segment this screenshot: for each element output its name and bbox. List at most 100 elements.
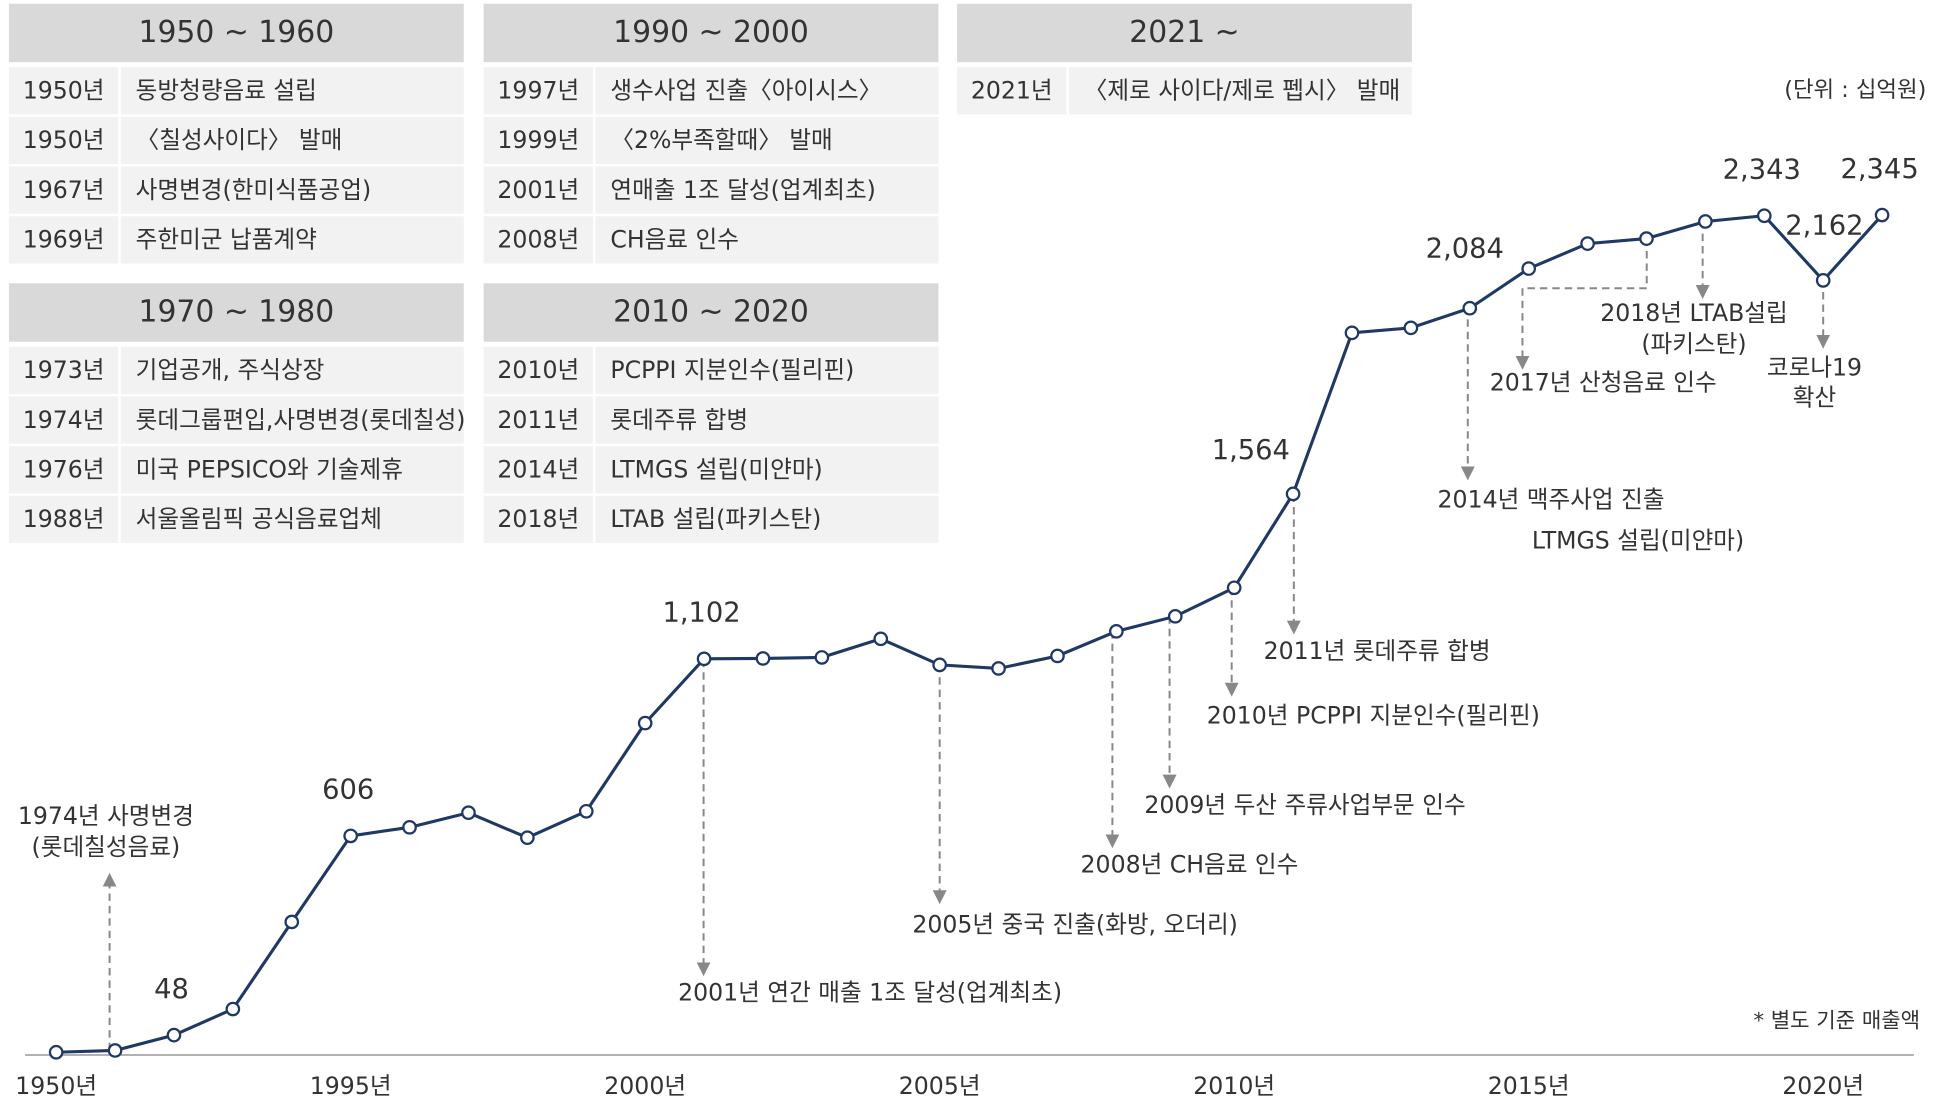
event-cell bbox=[595, 166, 939, 214]
table-title: 1970 ~ 1980 bbox=[139, 295, 335, 330]
value-label: 2,162 bbox=[1785, 210, 1863, 241]
point bbox=[343, 828, 359, 844]
event-cell bbox=[595, 495, 939, 544]
event-cell bbox=[595, 116, 939, 165]
event-cell bbox=[595, 446, 939, 494]
point bbox=[637, 715, 653, 731]
year: 2018년 bbox=[497, 505, 579, 533]
x-tick-label: 2020년 bbox=[1782, 1072, 1864, 1096]
point bbox=[402, 820, 417, 835]
table-header bbox=[8, 3, 464, 63]
year: 2011년 bbox=[497, 406, 579, 434]
annotation: 1974년 사명변경 bbox=[18, 802, 194, 830]
event-cell bbox=[1068, 67, 1412, 115]
year-cell bbox=[8, 116, 119, 165]
event: 〈칠성사이다〉 발매 bbox=[136, 126, 343, 154]
event-cell bbox=[595, 216, 939, 264]
event-cell bbox=[120, 67, 464, 115]
event: LTAB 설립(파키스탄) bbox=[610, 505, 821, 533]
table-header bbox=[483, 3, 939, 63]
annotation: (파키스탄) bbox=[1641, 330, 1746, 358]
event-cell bbox=[120, 495, 464, 544]
year: 2008년 bbox=[497, 226, 579, 254]
point bbox=[284, 914, 300, 930]
event: CH음료 인수 bbox=[610, 226, 739, 254]
event: PCPPI 지분인수(필리핀) bbox=[610, 356, 854, 384]
event: 동방청량음료 설립 bbox=[136, 76, 317, 104]
year: 1950년 bbox=[23, 76, 105, 104]
point bbox=[578, 803, 594, 819]
annotation: 2005년 중국 진출(화방, 오더리) bbox=[912, 910, 1238, 938]
event-cell bbox=[595, 346, 939, 394]
point bbox=[1109, 624, 1124, 639]
point bbox=[1580, 236, 1595, 251]
event-cell bbox=[595, 396, 939, 444]
point bbox=[1226, 580, 1242, 596]
x-tick-label: 2015년 bbox=[1488, 1072, 1570, 1096]
point bbox=[873, 631, 889, 647]
year: 1997년 bbox=[497, 76, 579, 104]
year-cell bbox=[483, 67, 593, 115]
point bbox=[520, 830, 535, 846]
year: 1976년 bbox=[23, 455, 105, 483]
x-tick-label: 1950년 bbox=[15, 1072, 97, 1096]
event: 생수사업 진출〈아이시스〉 bbox=[610, 76, 882, 104]
event: 사명변경(한미식품공업) bbox=[136, 176, 371, 204]
year: 1974년 bbox=[23, 406, 105, 434]
point bbox=[107, 1043, 123, 1058]
annotation: 확산 bbox=[1793, 383, 1836, 411]
point bbox=[932, 657, 948, 673]
point bbox=[755, 651, 771, 666]
annotation: (롯데칠성음료) bbox=[32, 833, 181, 861]
year: 2001년 bbox=[497, 176, 579, 204]
point bbox=[1698, 214, 1713, 229]
event-cell bbox=[595, 67, 939, 115]
point bbox=[1344, 325, 1360, 341]
year: 1950년 bbox=[23, 126, 105, 154]
point bbox=[1167, 609, 1183, 624]
annotation: 2010년 PCPPI 지분인수(필리핀) bbox=[1207, 701, 1540, 729]
table-title: 2010 ~ 2020 bbox=[613, 295, 809, 330]
year-cell bbox=[957, 67, 1067, 115]
event: 서울올림픽 공식음료업체 bbox=[136, 505, 382, 533]
annotation: 코로나19 bbox=[1767, 354, 1862, 382]
annotation: 2001년 연간 매출 1조 달성(업계최초) bbox=[678, 979, 1062, 1007]
annotation: 2011년 롯데주류 합병 bbox=[1264, 637, 1491, 665]
event: 기업공개, 주식상장 bbox=[136, 356, 325, 384]
annotation: 2014년 맥주사업 진출 bbox=[1438, 485, 1665, 513]
point bbox=[1756, 208, 1772, 224]
event-cell bbox=[120, 216, 464, 264]
point bbox=[461, 805, 476, 821]
event-cell bbox=[120, 396, 464, 444]
year: 1973년 bbox=[23, 356, 105, 384]
year-cell bbox=[483, 446, 593, 494]
year: 1999년 bbox=[497, 126, 579, 154]
x-tick-label: 1995년 bbox=[310, 1072, 392, 1096]
point bbox=[1050, 648, 1065, 664]
event-cell bbox=[120, 116, 464, 165]
year-cell bbox=[8, 67, 119, 115]
event-cell bbox=[120, 346, 464, 394]
year-cell bbox=[483, 495, 593, 544]
event-cell bbox=[120, 446, 464, 494]
year-cell bbox=[8, 216, 119, 264]
line bbox=[56, 214, 1884, 1054]
year-cell bbox=[483, 396, 593, 444]
value-label: 1,102 bbox=[662, 598, 740, 629]
unit-note: (단위 : 십억원) bbox=[1784, 77, 1926, 103]
annotation: 2008년 CH음료 인수 bbox=[1081, 851, 1299, 879]
table-title: 1990 ~ 2000 bbox=[613, 15, 809, 50]
year: 1967년 bbox=[23, 176, 105, 204]
year-cell bbox=[8, 396, 119, 444]
value-label: 1,564 bbox=[1212, 435, 1290, 466]
event: 〈2%부족할때〉 발매 bbox=[610, 126, 832, 154]
value-label: 2,084 bbox=[1426, 233, 1504, 264]
point bbox=[1285, 486, 1301, 502]
point bbox=[166, 1027, 182, 1043]
annotation: 2017년 산청음료 인수 bbox=[1490, 368, 1717, 396]
table-title: 1950 ~ 1960 bbox=[139, 15, 335, 50]
point bbox=[991, 661, 1006, 676]
table-title: 2021 ~ bbox=[1129, 15, 1239, 50]
point bbox=[1639, 231, 1654, 246]
